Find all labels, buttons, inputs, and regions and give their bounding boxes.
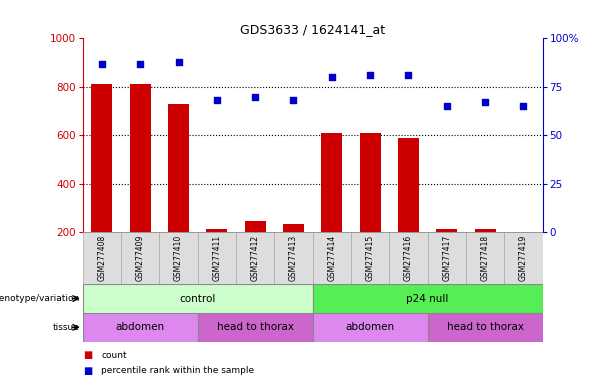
Point: [403, 72, 413, 78]
Text: GSM277410: GSM277410: [174, 235, 183, 281]
Bar: [466, 232, 504, 284]
Text: GSM277408: GSM277408: [97, 235, 107, 281]
Text: GSM277413: GSM277413: [289, 235, 298, 281]
Point: [442, 103, 452, 109]
Point: [212, 98, 222, 104]
Text: GSM277414: GSM277414: [327, 235, 337, 281]
Bar: [389, 232, 428, 284]
Bar: [83, 232, 121, 284]
Bar: [398, 138, 419, 232]
Text: control: control: [180, 293, 216, 304]
Text: ■: ■: [83, 366, 92, 376]
Point: [480, 99, 490, 106]
Bar: [313, 313, 428, 342]
Text: tissue: tissue: [53, 323, 80, 332]
Point: [135, 61, 145, 67]
Bar: [159, 232, 197, 284]
Point: [173, 59, 183, 65]
Text: abdomen: abdomen: [116, 322, 165, 333]
Bar: [321, 133, 342, 232]
Bar: [313, 284, 543, 313]
Text: percentile rank within the sample: percentile rank within the sample: [101, 366, 254, 375]
Bar: [474, 229, 495, 232]
Text: p24 null: p24 null: [406, 293, 449, 304]
Text: GSM277409: GSM277409: [135, 235, 145, 281]
Text: abdomen: abdomen: [346, 322, 395, 333]
Point: [97, 61, 107, 67]
Bar: [428, 232, 466, 284]
Bar: [197, 232, 236, 284]
Bar: [83, 284, 313, 313]
Text: count: count: [101, 351, 127, 360]
Bar: [130, 84, 151, 232]
Bar: [91, 84, 112, 232]
Text: head to thorax: head to thorax: [446, 322, 524, 333]
Text: GSM277417: GSM277417: [442, 235, 451, 281]
Bar: [351, 232, 389, 284]
Bar: [436, 229, 457, 232]
Bar: [504, 232, 543, 284]
Bar: [197, 313, 313, 342]
Bar: [283, 224, 304, 232]
Bar: [360, 133, 381, 232]
Bar: [168, 104, 189, 232]
Bar: [513, 232, 534, 257]
Text: head to thorax: head to thorax: [216, 322, 294, 333]
Bar: [207, 229, 227, 232]
Point: [289, 98, 299, 104]
Point: [327, 74, 337, 80]
Bar: [428, 313, 543, 342]
Text: GSM277411: GSM277411: [212, 235, 221, 281]
Text: genotype/variation: genotype/variation: [0, 294, 80, 303]
Bar: [245, 221, 265, 232]
Point: [519, 103, 528, 109]
Text: ■: ■: [83, 350, 92, 360]
Title: GDS3633 / 1624141_at: GDS3633 / 1624141_at: [240, 23, 385, 36]
Point: [365, 72, 375, 78]
Bar: [236, 232, 275, 284]
Text: GSM277419: GSM277419: [519, 235, 528, 281]
Text: GSM277418: GSM277418: [481, 235, 490, 281]
Bar: [121, 232, 159, 284]
Bar: [275, 232, 313, 284]
Bar: [313, 232, 351, 284]
Point: [250, 93, 260, 99]
Bar: [83, 313, 197, 342]
Text: GSM277412: GSM277412: [251, 235, 260, 281]
Text: GSM277416: GSM277416: [404, 235, 413, 281]
Text: GSM277415: GSM277415: [365, 235, 375, 281]
